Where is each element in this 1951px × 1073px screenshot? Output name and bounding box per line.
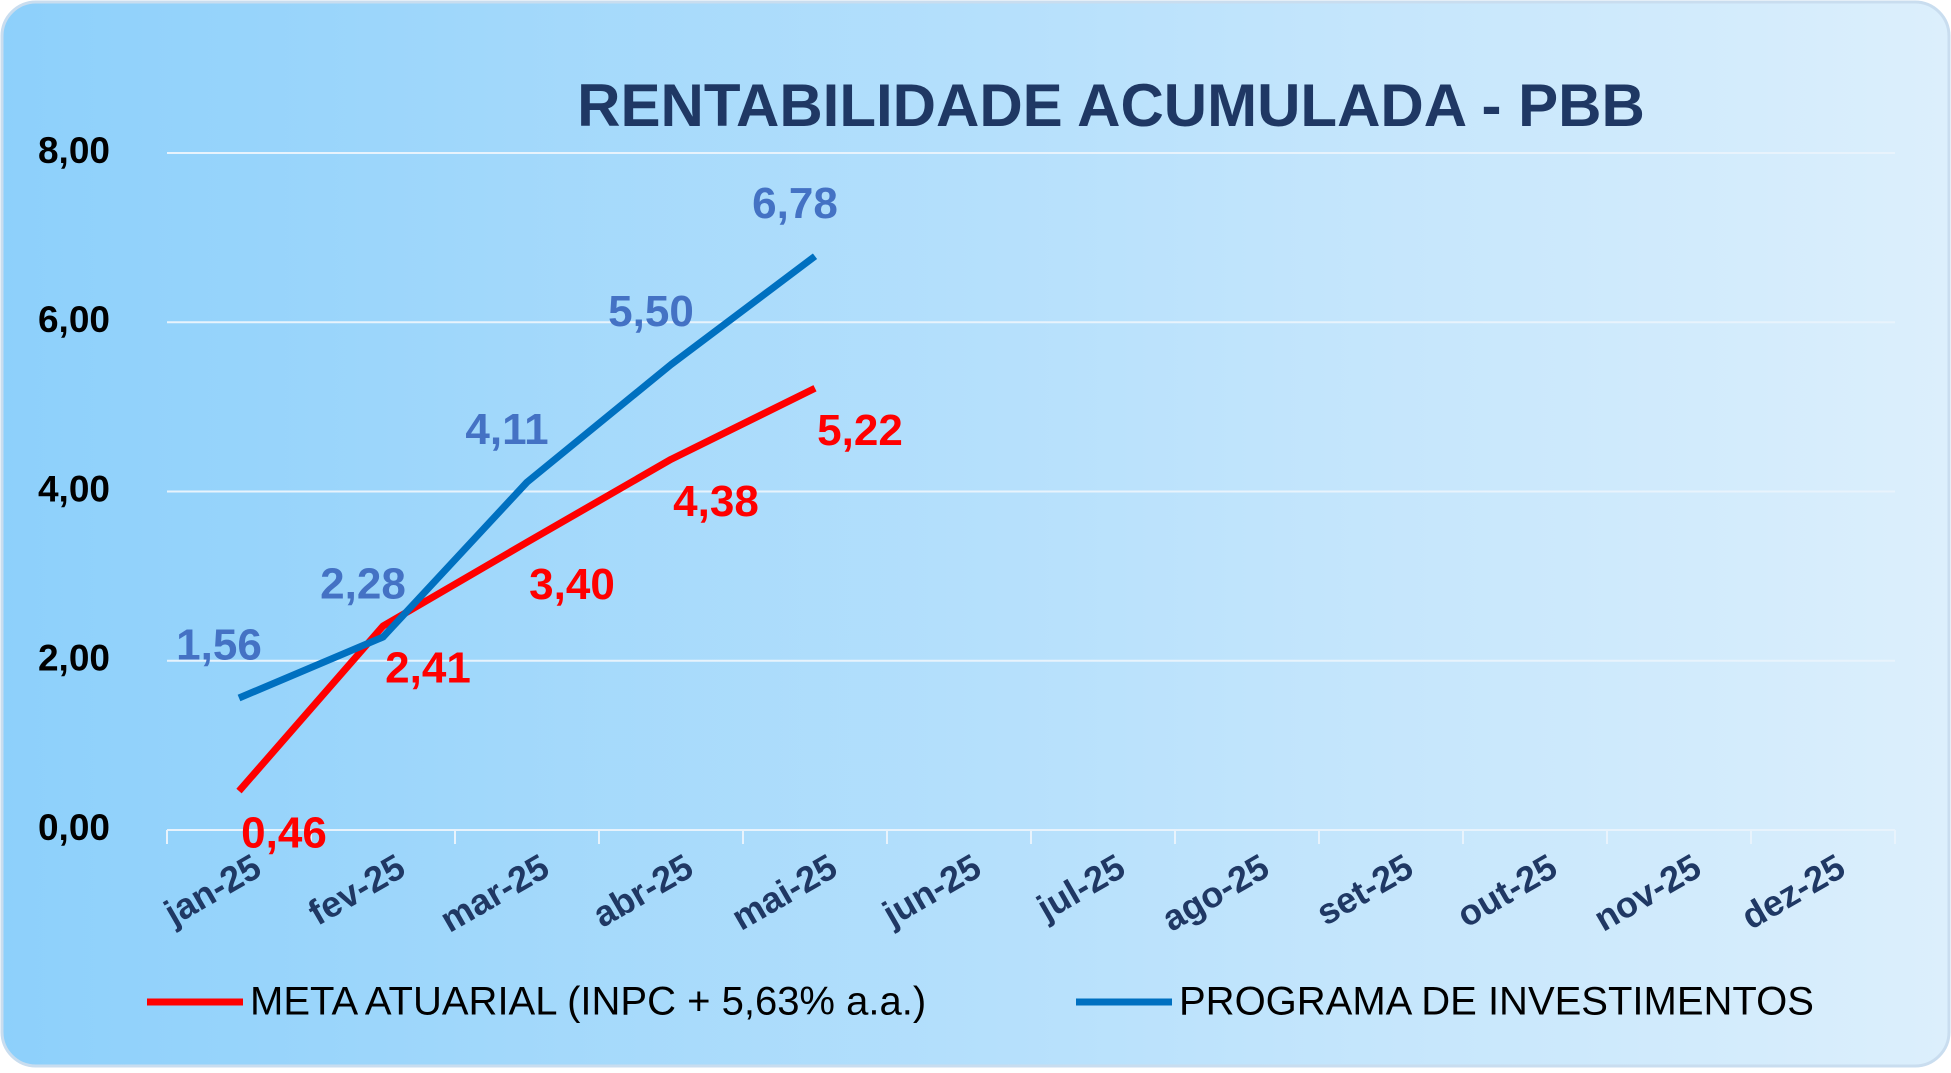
y-tick-label: 6,00 — [38, 299, 110, 340]
legend-label: META ATUARIAL (INPC + 5,63% a.a.) — [250, 980, 926, 1024]
data-label: 6,78 — [752, 179, 838, 228]
data-label: 1,56 — [176, 621, 262, 670]
series-line — [236, 385, 817, 794]
y-tick-label: 4,00 — [38, 468, 110, 509]
data-label: 5,22 — [817, 406, 903, 455]
chart-title: RENTABILIDADE ACUMULADA - PBB — [577, 72, 1645, 139]
y-tick-label: 2,00 — [38, 638, 110, 679]
y-tick-label: 0,00 — [38, 807, 110, 848]
data-label: 2,41 — [385, 644, 471, 693]
data-label: 0,46 — [241, 809, 327, 858]
data-label: 3,40 — [529, 560, 615, 609]
data-label: 2,28 — [320, 560, 406, 609]
legend-label: PROGRAMA DE INVESTIMENTOS — [1179, 980, 1814, 1024]
data-label: 4,11 — [465, 405, 548, 454]
y-tick-label: 8,00 — [38, 130, 110, 171]
series-line — [237, 253, 818, 702]
data-label: 4,38 — [673, 477, 759, 526]
data-label: 5,50 — [608, 287, 694, 336]
